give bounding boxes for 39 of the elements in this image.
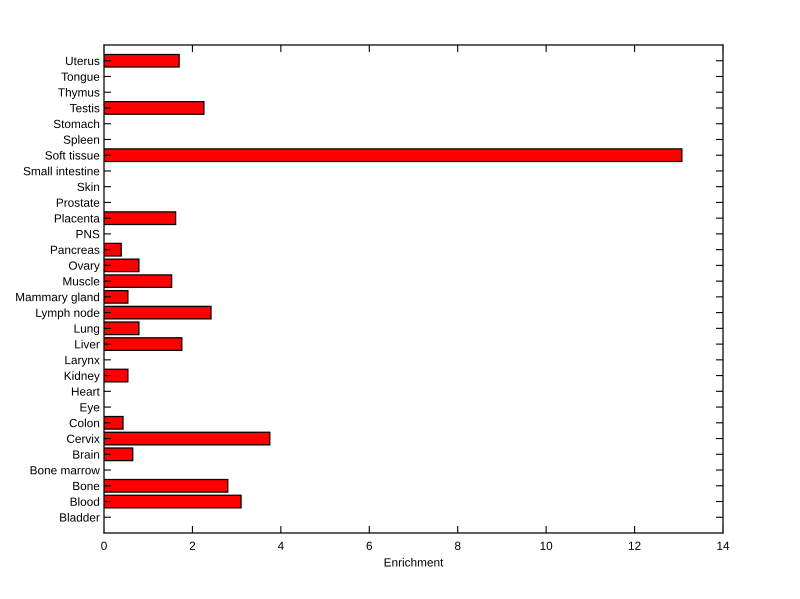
y-tick-label: Small intestine bbox=[24, 166, 100, 176]
x-tick-label: 8 bbox=[454, 542, 460, 550]
y-tick-label: Eye bbox=[80, 403, 100, 414]
y-tick-label: Mammary gland bbox=[16, 292, 100, 304]
x-tick-label: 0 bbox=[101, 542, 107, 550]
y-tick-label: Liver bbox=[75, 340, 100, 348]
y-tick-label: Larynx bbox=[65, 356, 100, 367]
y-tick-label: Soft tissue bbox=[45, 150, 100, 160]
y-tick-label: Skin bbox=[77, 182, 100, 192]
x-tick-label: 10 bbox=[540, 542, 552, 550]
y-tick-label: Ovary bbox=[68, 261, 100, 272]
y-tick-label: Brain bbox=[73, 450, 100, 459]
y-tick-label: Blood bbox=[70, 497, 100, 506]
y-tick-label: Bladder bbox=[60, 512, 100, 522]
y-tick-label: Prostate bbox=[56, 198, 100, 207]
y-tick-label: Muscle bbox=[63, 276, 100, 286]
y-tick-label: Kidney bbox=[64, 371, 100, 382]
x-axis-title: Enrichment bbox=[384, 558, 444, 567]
y-tick-label: Placenta bbox=[54, 214, 100, 223]
x-tick-label: 12 bbox=[628, 542, 641, 550]
y-tick-label: Cervix bbox=[66, 434, 100, 443]
y-tick-label: Colon bbox=[70, 418, 100, 428]
y-tick-label: PNS bbox=[76, 230, 100, 238]
y-tick-label: Testis bbox=[70, 104, 100, 112]
y-tick-label: Heart bbox=[72, 387, 100, 396]
y-tick-label: Bone bbox=[73, 482, 100, 490]
x-tick-label: 4 bbox=[278, 542, 284, 550]
y-tick-label: Lung bbox=[74, 324, 100, 336]
y-tick-label: Spleen bbox=[64, 135, 100, 146]
y-tick-label: Thymus bbox=[58, 88, 100, 99]
y-tick-label: Pancreas bbox=[50, 246, 100, 254]
x-tick-label: 2 bbox=[190, 542, 196, 550]
x-tick-label: 14 bbox=[717, 542, 730, 550]
y-tick-label: Stomach bbox=[54, 119, 100, 128]
x-tick-label: 6 bbox=[366, 542, 372, 550]
y-tick-label: Bone marrow bbox=[30, 466, 100, 474]
y-tick-label: Lymph node bbox=[36, 308, 100, 320]
y-tick-label: Tongue bbox=[61, 72, 100, 84]
y-tick-label: Uterus bbox=[66, 56, 100, 66]
